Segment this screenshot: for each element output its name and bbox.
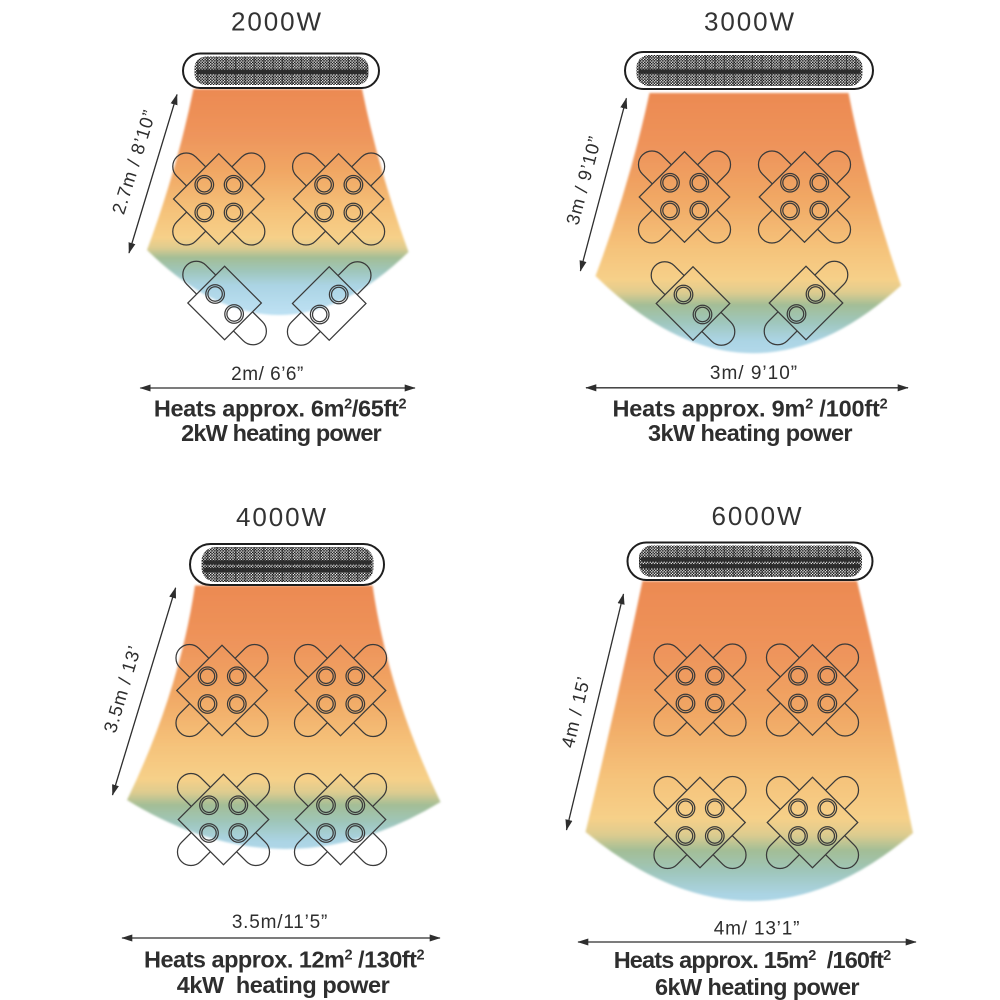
svg-text:2000W: 2000W xyxy=(231,7,323,37)
svg-text:2m/ 6’6”: 2m/ 6’6” xyxy=(231,364,304,385)
svg-text:3kW heating power: 3kW heating power xyxy=(648,420,852,446)
svg-text:Heats approx. 6m2​/65ft2​: Heats approx. 6m2​/65ft2​ xyxy=(154,396,407,422)
svg-text:4kW heating power: 4kW heating power xyxy=(177,972,390,998)
svg-text:3m/ 9’10”: 3m/ 9’10” xyxy=(710,363,798,384)
svg-text:6000W: 6000W xyxy=(712,501,804,531)
svg-text:3000W: 3000W xyxy=(704,7,796,37)
svg-text:Heats approx. 12m2​ /130ft2​: Heats approx. 12m2​ /130ft2​ xyxy=(144,947,424,973)
svg-text:4000W: 4000W xyxy=(236,502,328,532)
svg-text:6kW heating power: 6kW heating power xyxy=(655,974,859,1000)
svg-text:3.5m/11’5”: 3.5m/11’5” xyxy=(232,912,328,933)
svg-text:4m/ 13’1”: 4m/ 13’1” xyxy=(714,919,800,940)
svg-text:2kW heating power: 2kW heating power xyxy=(181,420,381,446)
svg-text:Heats approx. 15m2​ /160ft2​: Heats approx. 15m2​ /160ft2​ xyxy=(614,947,891,973)
svg-text:Heats approx. 9m2​ /100ft2​: Heats approx. 9m2​ /100ft2​ xyxy=(613,396,888,422)
